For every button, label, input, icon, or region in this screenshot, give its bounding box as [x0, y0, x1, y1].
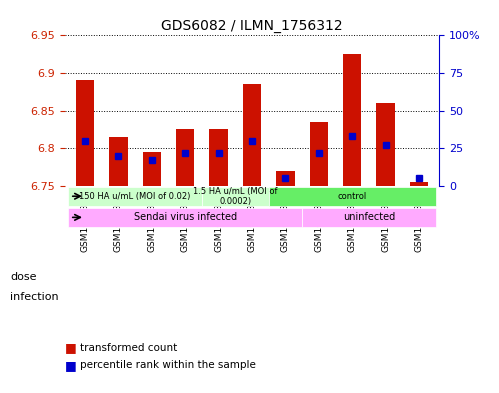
Bar [310, 122, 328, 185]
Text: ■: ■ [65, 341, 77, 354]
FancyBboxPatch shape [68, 187, 202, 206]
Text: 1.5 HA u/mL (MOI of
0.0002): 1.5 HA u/mL (MOI of 0.0002) [193, 187, 277, 206]
Text: 150 HA u/mL (MOI of 0.02): 150 HA u/mL (MOI of 0.02) [79, 192, 191, 201]
Text: transformed count: transformed count [80, 343, 177, 353]
Bar [343, 54, 361, 185]
Bar [109, 137, 128, 185]
Bar [410, 182, 428, 185]
FancyBboxPatch shape [202, 187, 268, 206]
Text: control: control [338, 192, 367, 201]
FancyBboxPatch shape [302, 208, 436, 227]
Bar [176, 129, 194, 185]
Bar [376, 103, 395, 185]
Bar [143, 152, 161, 185]
FancyBboxPatch shape [268, 187, 436, 206]
Text: percentile rank within the sample: percentile rank within the sample [80, 360, 255, 371]
Text: uninfected: uninfected [343, 212, 395, 222]
Bar [210, 129, 228, 185]
Bar [243, 84, 261, 185]
Title: GDS6082 / ILMN_1756312: GDS6082 / ILMN_1756312 [161, 19, 343, 33]
Bar [76, 81, 94, 185]
Text: dose: dose [10, 272, 36, 282]
FancyBboxPatch shape [68, 208, 302, 227]
Text: ■: ■ [65, 359, 77, 372]
Text: Sendai virus infected: Sendai virus infected [134, 212, 237, 222]
Text: infection: infection [10, 292, 58, 302]
Bar [276, 171, 294, 185]
